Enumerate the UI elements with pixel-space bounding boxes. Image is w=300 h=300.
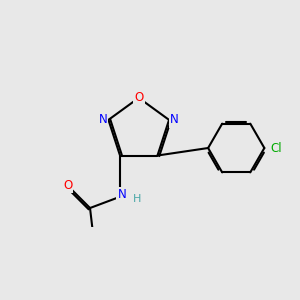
Text: Cl: Cl: [270, 142, 282, 154]
Text: N: N: [98, 113, 107, 126]
Text: O: O: [63, 179, 72, 192]
Text: N: N: [118, 188, 126, 201]
Text: O: O: [134, 92, 143, 104]
Text: N: N: [170, 113, 179, 126]
Text: H: H: [133, 194, 142, 204]
